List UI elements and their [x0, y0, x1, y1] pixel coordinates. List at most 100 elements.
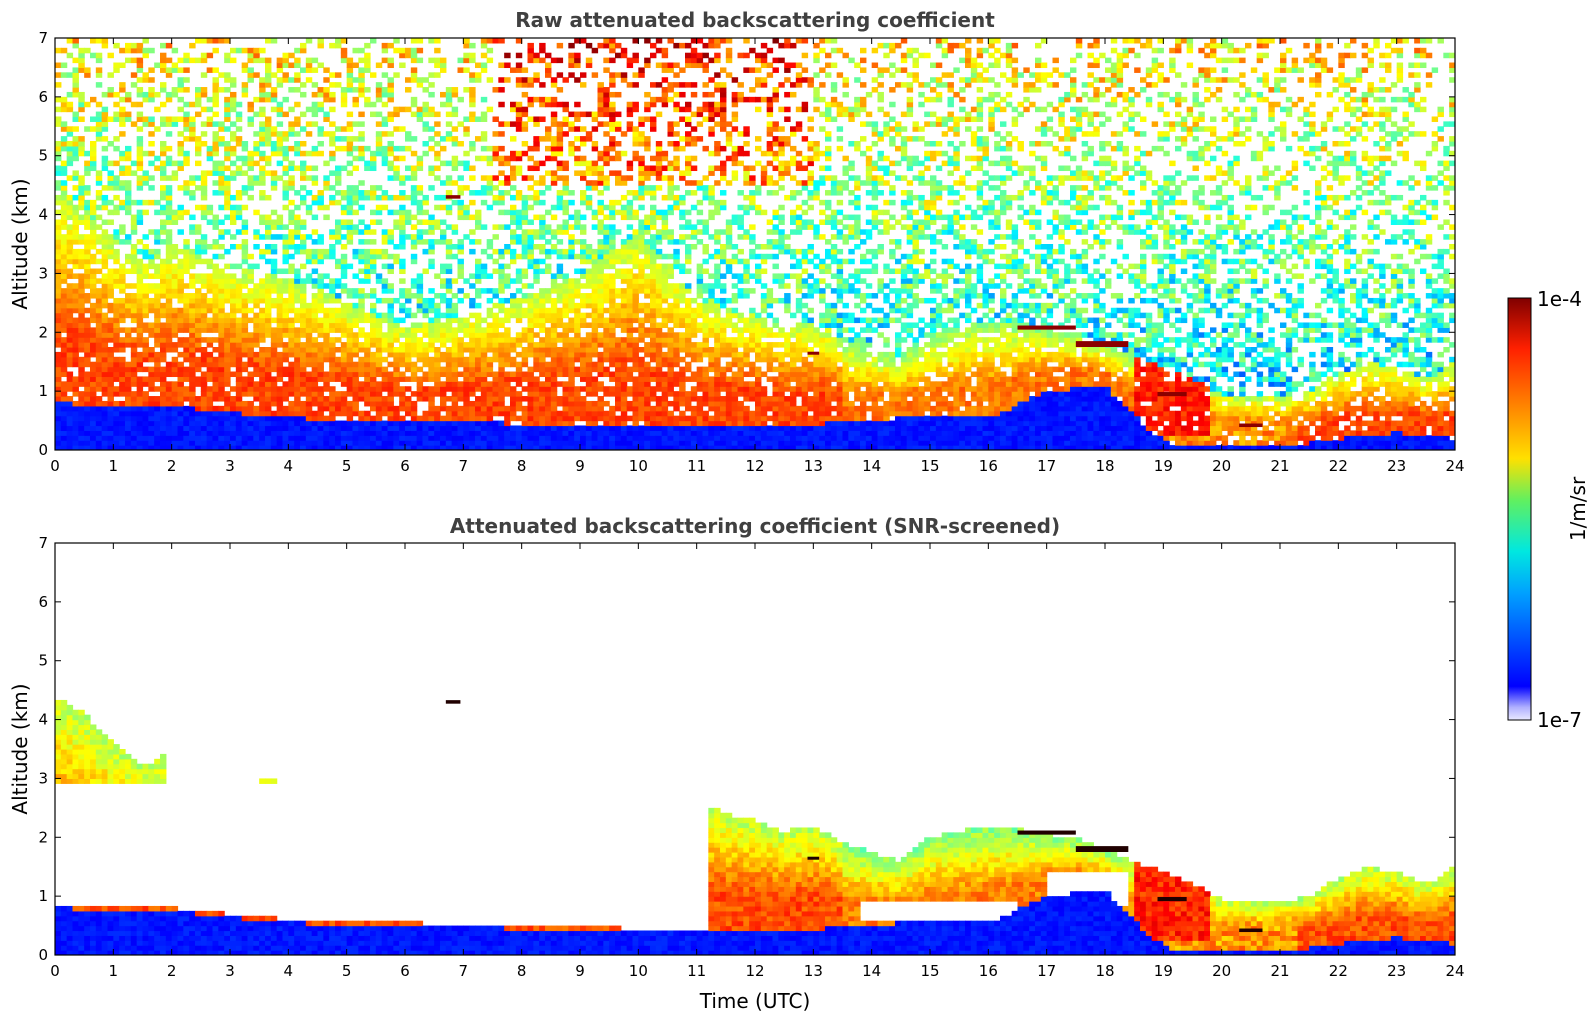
- raw-heatmap-cell: [580, 415, 587, 422]
- raw-heatmap-cell: [504, 209, 511, 216]
- raw-heatmap-cell: [597, 396, 604, 402]
- raw-heatmap-cell: [375, 121, 383, 127]
- raw-heatmap-cell: [171, 273, 179, 279]
- raw-heatmap-cell: [154, 332, 161, 338]
- raw-heatmap-cell: [603, 415, 610, 422]
- raw-heatmap-cell: [399, 219, 406, 225]
- raw-heatmap-cell: [422, 327, 429, 333]
- raw-heatmap-cell: [445, 101, 453, 108]
- raw-heatmap-cell: [130, 42, 138, 49]
- raw-heatmap-cell: [510, 175, 517, 181]
- raw-heatmap-cell: [218, 312, 225, 319]
- raw-heatmap-cell: [375, 219, 383, 225]
- raw-heatmap-cell: [451, 361, 459, 368]
- raw-heatmap-cell: [469, 165, 476, 172]
- raw-heatmap-cell: [457, 209, 464, 216]
- raw-heatmap-cell: [556, 136, 564, 142]
- raw-heatmap-cell: [270, 342, 278, 348]
- raw-heatmap-cell: [136, 248, 144, 255]
- raw-heatmap-cell: [469, 332, 476, 338]
- raw-heatmap-cell: [585, 332, 593, 338]
- raw-heatmap-cell: [457, 96, 464, 103]
- raw-heatmap-cell: [521, 199, 529, 206]
- raw-heatmap-cell: [393, 430, 400, 436]
- raw-heatmap-cell: [95, 400, 103, 407]
- raw-heatmap-cell: [300, 440, 307, 446]
- raw-heatmap-cell: [515, 106, 523, 113]
- raw-heatmap-cell: [206, 278, 214, 284]
- raw-heatmap-cell: [125, 111, 132, 118]
- raw-heatmap-cell: [533, 273, 540, 279]
- raw-heatmap-cell: [142, 342, 149, 348]
- raw-heatmap-cell: [445, 351, 453, 358]
- raw-heatmap-cell: [171, 381, 179, 387]
- raw-heatmap-cell: [282, 170, 289, 176]
- raw-heatmap-cell: [387, 283, 394, 289]
- raw-heatmap-cell: [119, 199, 126, 206]
- raw-heatmap-cell: [84, 160, 91, 167]
- raw-heatmap-cell: [568, 425, 575, 431]
- raw-heatmap-cell: [317, 322, 324, 328]
- raw-heatmap-cell: [329, 234, 336, 240]
- raw-heatmap-cell: [445, 361, 453, 368]
- raw-heatmap-cell: [405, 351, 412, 358]
- raw-heatmap-cell: [119, 121, 126, 127]
- raw-heatmap-cell: [492, 332, 499, 338]
- raw-heatmap-cell: [550, 248, 558, 255]
- raw-heatmap-cell: [486, 445, 494, 450]
- raw-heatmap-cell: [259, 361, 266, 368]
- raw-heatmap-cell: [440, 239, 447, 245]
- raw-heatmap-cell: [510, 278, 517, 284]
- raw-heatmap-cell: [352, 347, 359, 353]
- raw-heatmap-cell: [428, 415, 435, 422]
- raw-heatmap-cell: [294, 376, 301, 382]
- raw-heatmap-cell: [515, 273, 523, 279]
- raw-heatmap-cell: [434, 155, 441, 162]
- raw-heatmap-cell: [480, 96, 488, 103]
- raw-heatmap-cell: [597, 337, 604, 343]
- raw-heatmap-cell: [574, 312, 581, 319]
- raw-heatmap-cell: [545, 440, 552, 446]
- raw-heatmap-cell: [562, 396, 569, 402]
- raw-heatmap-cell: [410, 376, 418, 382]
- raw-heatmap-cell: [556, 145, 564, 152]
- raw-heatmap-cell: [393, 111, 400, 118]
- raw-heatmap-cell: [574, 62, 581, 69]
- raw-heatmap-cell: [445, 209, 453, 216]
- raw-heatmap-cell: [218, 244, 225, 250]
- raw-heatmap-cell: [405, 440, 412, 446]
- raw-heatmap-cell: [527, 347, 534, 353]
- raw-heatmap-cell: [195, 420, 202, 427]
- raw-heatmap-cell: [463, 160, 470, 167]
- raw-heatmap-cell: [136, 150, 144, 157]
- raw-heatmap-cell: [410, 351, 418, 358]
- raw-heatmap-cell: [224, 180, 231, 186]
- raw-heatmap-cell: [387, 391, 394, 397]
- raw-heatmap-cell: [504, 77, 511, 83]
- raw-heatmap-cell: [428, 72, 435, 78]
- raw-heatmap-cell: [533, 194, 540, 201]
- raw-heatmap-cell: [329, 131, 336, 137]
- raw-heatmap-cell: [335, 190, 342, 196]
- raw-heatmap-cell: [160, 121, 167, 127]
- raw-heatmap-cell: [364, 190, 371, 196]
- raw-heatmap-cell: [498, 386, 505, 392]
- raw-heatmap-cell: [428, 165, 435, 172]
- raw-heatmap-cell: [177, 371, 184, 378]
- raw-heatmap-cell: [428, 307, 435, 314]
- raw-heatmap-cell: [195, 150, 202, 157]
- raw-heatmap-cell: [556, 410, 564, 417]
- raw-heatmap-cell: [148, 175, 155, 181]
- raw-heatmap-cell: [294, 244, 301, 250]
- raw-heatmap-cell: [486, 366, 494, 373]
- raw-heatmap-cell: [177, 327, 184, 333]
- raw-heatmap-cell: [510, 347, 517, 353]
- raw-heatmap-cell: [177, 165, 184, 172]
- raw-heatmap-cell: [445, 396, 453, 402]
- raw-heatmap-cell: [95, 175, 103, 181]
- raw-heatmap-cell: [317, 302, 324, 309]
- raw-heatmap-cell: [346, 361, 354, 368]
- raw-heatmap-cell: [294, 342, 301, 348]
- raw-heatmap-cell: [119, 283, 126, 289]
- raw-heatmap-cell: [597, 288, 604, 294]
